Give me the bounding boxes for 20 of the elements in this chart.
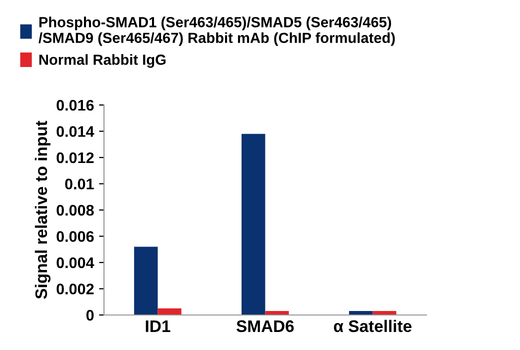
- y-tick-label: 0.012: [56, 152, 94, 164]
- y-tick-label: 0.006: [56, 231, 94, 242]
- legend-label: Phospho-SMAD1 (Ser463/465)/SMAD5 (Ser463/465) /SMAD9 (Ser465/467) Rabbit mAb (ChIP formulated): [38, 16, 395, 46]
- x-tick-label: SMAD6: [236, 320, 294, 332]
- y-tick-label: 0: [86, 310, 94, 321]
- y-tick-label: 0.01: [65, 178, 94, 190]
- bar: [242, 134, 266, 315]
- y-tick-label: 0.014: [56, 126, 94, 137]
- y-tick-label: 0.002: [56, 284, 94, 294]
- bar: [372, 311, 396, 315]
- bar: [134, 246, 158, 315]
- x-tick-label: α Satellite: [334, 320, 412, 332]
- y-tick-label: 0.004: [56, 257, 94, 268]
- y-axis-title: Signal relative to input: [34, 120, 50, 299]
- y-tick-label: 0.008: [56, 204, 94, 216]
- y-tick-label: 0.016: [56, 100, 94, 111]
- x-tick-label: ID1: [146, 320, 170, 332]
- bar: [158, 308, 182, 315]
- bar: [265, 311, 289, 315]
- legend-label: Normal Rabbit IgG: [39, 54, 166, 68]
